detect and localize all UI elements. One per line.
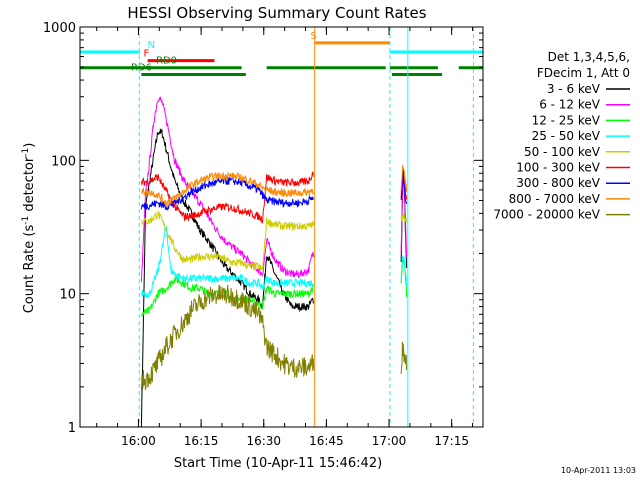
y-axis-label-part: Count Rate (s (22, 225, 37, 314)
y-axis-label: Count Rate (s-1 detector-1) (21, 143, 37, 314)
series-line (400, 341, 408, 374)
x-tick-label: 16:15 (184, 434, 219, 448)
flag-label-n: N (148, 40, 155, 51)
y-tick-label: 100 (51, 154, 76, 169)
legend: Det 1,3,4,5,6, FDecim 1, Att 0 3 - 6 keV… (493, 50, 630, 222)
legend-label: 7000 - 20000 keV (493, 208, 600, 222)
y-tick-label: 10 (59, 288, 76, 303)
flag-label-f: F (143, 49, 149, 60)
series-line (400, 165, 408, 205)
legend-label: 50 - 100 keV (524, 145, 601, 159)
x-tick-label: 16:30 (246, 434, 281, 448)
legend-label: 100 - 300 keV (516, 161, 600, 175)
timestamp: 10-Apr-2011 13:03 (561, 466, 636, 475)
y-tick-label: 1 (68, 421, 76, 436)
x-tick-label: 16:00 (121, 434, 156, 448)
series-line (140, 171, 314, 225)
series-line (400, 213, 408, 223)
legend-header-line: FDecim 1, Att 0 (537, 66, 630, 80)
chart-title: HESSI Observing Summary Count Rates (127, 4, 426, 22)
series-line (400, 165, 408, 192)
legend-header-line: Det 1,3,4,5,6, (548, 50, 630, 64)
y-axis-label-sup: -1 (21, 216, 31, 225)
series-line (140, 284, 315, 392)
legend-label: 300 - 800 keV (516, 176, 600, 190)
series-line (140, 128, 315, 428)
x-tick-label: 17:15 (434, 434, 469, 448)
legend-label: 12 - 25 keV (532, 113, 601, 127)
legend-label: 6 - 12 keV (539, 98, 601, 112)
legend-label: 3 - 6 keV (547, 82, 601, 96)
x-axis-label: Start Time (10-Apr-11 15:46:42) (174, 456, 382, 471)
flag-label-rd0: RD0 (156, 56, 177, 67)
series-line (140, 96, 315, 282)
y-axis-label-sup: -1 (21, 148, 31, 157)
y-axis-label-part: ) (22, 143, 37, 148)
legend-label: 800 - 7000 keV (509, 192, 601, 206)
x-tick-label: 17:00 (372, 434, 407, 448)
series-line (400, 255, 408, 286)
plot-frame (79, 26, 484, 428)
flag-label-s: S (311, 31, 317, 42)
series-line (140, 210, 315, 271)
y-axis-label-part: detector (22, 156, 37, 216)
flag-label-rd6: RD6 (131, 63, 152, 74)
series-line (140, 171, 315, 208)
x-tick-label: 16:45 (309, 434, 344, 448)
legend-label: 25 - 50 keV (532, 129, 601, 143)
y-tick-label: 1000 (43, 21, 76, 36)
series-line (140, 226, 314, 299)
